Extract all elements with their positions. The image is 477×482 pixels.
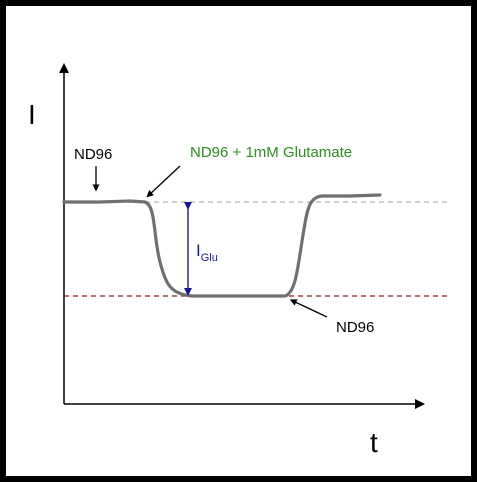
y-axis-label: I bbox=[28, 99, 36, 130]
baseline-solution-label: ND96 bbox=[74, 146, 112, 163]
current-amplitude-label: IGlu bbox=[196, 241, 218, 264]
return-solution-arrow bbox=[289, 299, 328, 318]
applied-solution-label: ND96 + 1mM Glutamate bbox=[190, 144, 352, 161]
current-trace bbox=[62, 193, 382, 298]
current-amplitude-subscript: Glu bbox=[201, 252, 218, 264]
return-solution-label: ND96 bbox=[336, 319, 374, 336]
x-axis-label: t bbox=[370, 427, 378, 458]
applied-solution-arrow bbox=[146, 165, 181, 198]
